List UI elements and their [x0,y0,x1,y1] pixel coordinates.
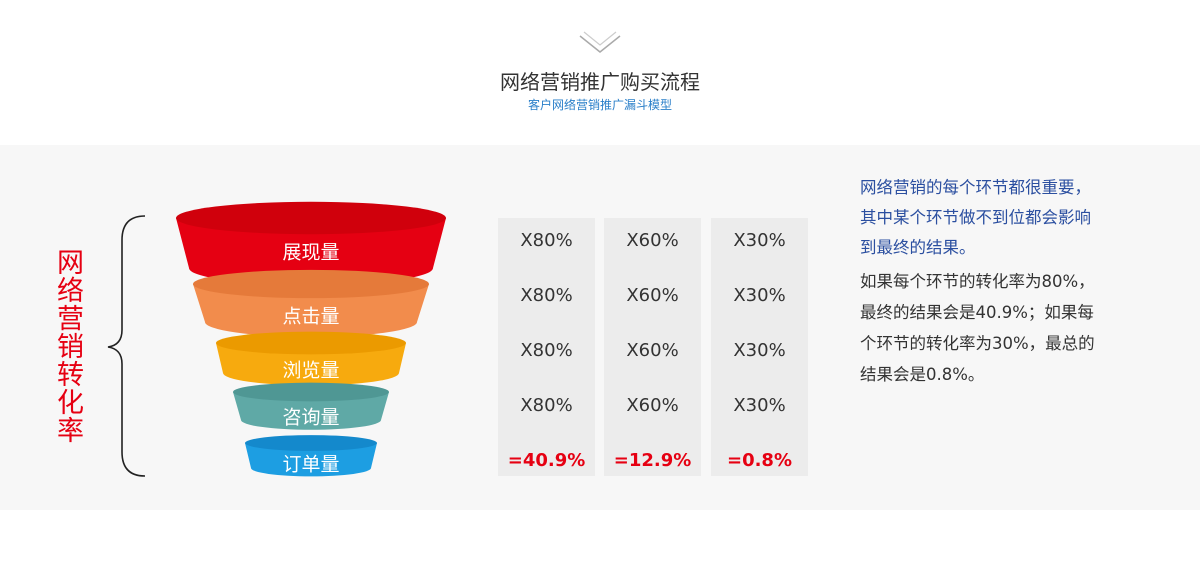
stage-label: 点击量 [282,306,339,328]
brace [107,215,146,477]
result-cell: =40.9% [507,450,586,471]
background-band [0,145,1200,510]
body-line: 最终的结果会是40.9%；如果每 [860,303,1094,322]
body-line: 个环节的转化率为30%，最总的 [860,334,1095,353]
rate-cell: X30% [733,230,786,251]
funnel-layer [176,218,446,286]
funnel-layer [245,443,377,477]
rate-column: X60% X60% X60% X60% =12.9% [604,218,701,476]
funnel-layer [233,392,389,430]
rate-cell: X80% [520,395,573,416]
highlight-line: 其中某个环节做不到位都会影响 [860,208,1091,227]
funnel-top [193,269,429,299]
funnel-top [233,382,389,402]
rate-cell: X60% [626,230,679,251]
stage-label: 订单量 [282,454,339,476]
body-line: 如果每个环节的转化率为80%， [860,272,1095,291]
chevron [583,31,617,46]
highlight-line: 到最终的结果。 [860,238,976,257]
rate-cell: X80% [520,230,573,251]
funnel-top [245,435,377,451]
rate-column: X30% X30% X30% X30% =0.8% [711,218,808,476]
chevron [579,35,621,53]
rate-cell: X30% [733,395,786,416]
rate-cell: X30% [733,340,786,361]
funnel-top [176,201,446,235]
side-label: 网络营销转化率 [52,248,83,444]
stage-label: 咨询量 [282,407,339,429]
rate-cell: X80% [520,285,573,306]
rate-column: X80% X80% X80% X80% =40.9% [498,218,595,476]
highlight-line: 网络营销的每个环节都很重要， [860,178,1091,197]
result-cell: =0.8% [726,450,792,471]
funnel-top [216,331,406,355]
rate-cell: X60% [626,340,679,361]
funnel-layer [193,284,429,337]
rate-cell: X60% [626,395,679,416]
rate-cell: X80% [520,340,573,361]
stage-label: 浏览量 [282,360,339,382]
result-cell: =12.9% [613,450,692,471]
rate-cell: X60% [626,285,679,306]
stage-label: 展现量 [282,242,339,264]
rate-cell: X30% [733,285,786,306]
subtitle: 客户网络营销推广漏斗模型 [527,98,672,112]
title: 网络营销推广购买流程 [500,70,700,94]
funnel-layer [216,343,406,386]
body-line: 结果会是0.8%。 [860,365,985,384]
